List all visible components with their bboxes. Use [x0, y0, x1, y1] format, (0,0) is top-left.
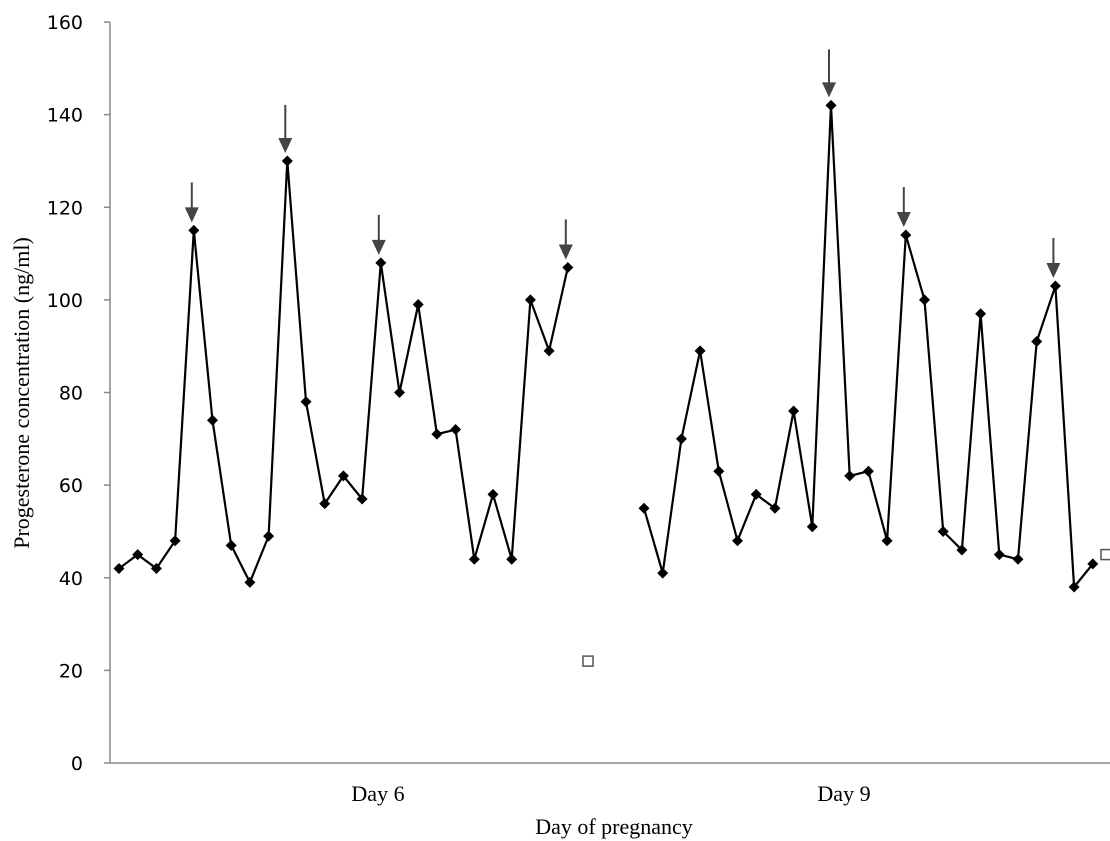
y-axis: 0 20 40 60 80 100 120 140 160	[47, 12, 111, 775]
y-tick-label: 40	[59, 568, 83, 590]
y-tick-label: 120	[47, 197, 83, 219]
data-point	[1012, 553, 1024, 565]
data-point	[468, 553, 480, 565]
data-point	[788, 405, 800, 417]
data-point	[150, 562, 162, 574]
pulse-arrow-head	[184, 207, 199, 223]
data-point	[675, 433, 687, 445]
data-point	[638, 502, 650, 514]
data-point	[844, 470, 856, 482]
data-point	[375, 257, 387, 269]
y-tick-label: 80	[59, 383, 83, 405]
x-axis-title: Day of pregnancy	[535, 814, 693, 839]
y-tick-label: 100	[47, 290, 83, 312]
data-point	[319, 498, 331, 510]
y-tick-label: 60	[59, 475, 83, 497]
data-point	[937, 525, 949, 537]
data-point	[412, 299, 424, 311]
data-point	[993, 549, 1005, 561]
data-point	[356, 493, 368, 505]
y-tick-label: 160	[47, 12, 83, 34]
x-axis: Day 6 Day 9	[110, 762, 1110, 806]
pulse-arrow-head	[822, 82, 836, 98]
y-tick-label: 140	[47, 105, 83, 127]
data-point	[113, 562, 125, 574]
data-point	[225, 539, 237, 551]
data-point	[337, 470, 349, 482]
data-point	[244, 576, 256, 588]
data-point	[394, 387, 405, 398]
series-line-2	[642, 104, 1094, 589]
series-line-1	[118, 159, 569, 584]
y-axis-title: Progesterone concentration (ng/ml)	[9, 237, 34, 549]
data-point	[713, 465, 725, 477]
pulse-arrow-head	[558, 244, 573, 260]
x-category-label: Day 6	[351, 781, 404, 806]
data-point	[750, 488, 762, 500]
data-point	[732, 535, 743, 547]
data-point	[1031, 336, 1043, 348]
data-point	[207, 414, 218, 426]
data-point	[506, 553, 518, 565]
pulse-arrow-head	[896, 212, 911, 228]
data-point	[300, 396, 312, 408]
data-point	[1068, 581, 1080, 593]
pulse-arrow-head	[1046, 262, 1061, 278]
data-point	[900, 229, 912, 241]
data-point	[562, 261, 574, 273]
data-point	[132, 549, 144, 561]
data-point	[487, 488, 499, 500]
data-point	[543, 345, 555, 357]
data-point	[806, 521, 818, 533]
data-point	[263, 530, 275, 542]
pulse-arrow-head	[371, 239, 386, 255]
data-point	[862, 465, 874, 477]
data-point	[281, 155, 293, 167]
plot-area	[113, 49, 1110, 667]
data-point	[431, 428, 443, 440]
data-point	[694, 345, 706, 357]
data-point	[825, 99, 837, 111]
data-point	[169, 535, 181, 547]
data-point	[1049, 280, 1061, 292]
data-point	[769, 502, 781, 514]
data-point	[975, 308, 987, 320]
data-point	[524, 294, 536, 306]
y-tick-label: 20	[59, 660, 83, 682]
data-point	[919, 294, 930, 306]
y-tick-label: 0	[71, 753, 83, 775]
data-point	[881, 535, 893, 547]
data-point	[188, 224, 200, 236]
data-point	[956, 544, 968, 556]
data-point	[1087, 558, 1099, 570]
pulse-arrow-head	[278, 137, 293, 153]
x-category-label: Day 9	[817, 781, 870, 806]
open-square-marker	[1100, 548, 1110, 561]
data-point	[657, 567, 669, 579]
data-point	[450, 424, 462, 436]
open-square-marker	[582, 655, 594, 667]
